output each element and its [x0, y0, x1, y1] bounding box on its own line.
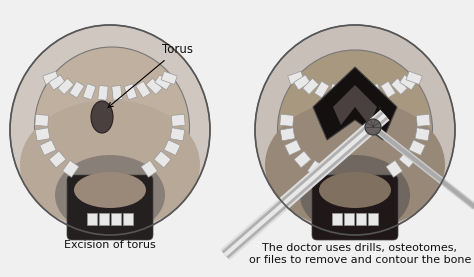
Polygon shape — [123, 213, 133, 225]
Ellipse shape — [55, 155, 165, 235]
Polygon shape — [409, 140, 425, 155]
Polygon shape — [154, 151, 171, 168]
Polygon shape — [161, 71, 177, 84]
Polygon shape — [381, 81, 396, 98]
Polygon shape — [314, 81, 329, 98]
Polygon shape — [303, 78, 319, 94]
Polygon shape — [406, 71, 422, 84]
Polygon shape — [69, 81, 84, 98]
FancyBboxPatch shape — [312, 175, 398, 240]
Text: The doctor uses drills, osteotomes,
or files to remove and contour the bone: The doctor uses drills, osteotomes, or f… — [249, 243, 471, 265]
Polygon shape — [111, 213, 121, 225]
Polygon shape — [357, 85, 367, 100]
Polygon shape — [294, 75, 310, 90]
Polygon shape — [87, 213, 97, 225]
Polygon shape — [49, 75, 65, 90]
Polygon shape — [63, 160, 79, 177]
Polygon shape — [40, 140, 56, 155]
Polygon shape — [280, 128, 295, 141]
Polygon shape — [343, 85, 353, 100]
Polygon shape — [164, 140, 180, 155]
Polygon shape — [141, 160, 157, 177]
Polygon shape — [308, 160, 324, 177]
Text: Torus: Torus — [108, 43, 193, 107]
Ellipse shape — [91, 101, 113, 133]
Polygon shape — [294, 151, 311, 168]
Ellipse shape — [319, 172, 391, 208]
Ellipse shape — [300, 155, 410, 235]
Polygon shape — [332, 213, 342, 225]
Polygon shape — [170, 128, 185, 141]
Polygon shape — [386, 160, 402, 177]
Polygon shape — [98, 85, 108, 100]
Ellipse shape — [365, 119, 381, 135]
Polygon shape — [124, 84, 137, 100]
Polygon shape — [155, 75, 171, 90]
Polygon shape — [328, 84, 341, 100]
Polygon shape — [416, 114, 430, 126]
Polygon shape — [99, 213, 109, 225]
Polygon shape — [344, 213, 354, 225]
Polygon shape — [288, 71, 304, 84]
Polygon shape — [112, 85, 122, 100]
Ellipse shape — [255, 25, 455, 235]
FancyBboxPatch shape — [67, 175, 153, 240]
Polygon shape — [280, 114, 294, 126]
Polygon shape — [43, 71, 59, 84]
Ellipse shape — [35, 47, 190, 207]
Polygon shape — [58, 78, 74, 94]
Polygon shape — [171, 114, 185, 126]
Polygon shape — [391, 78, 407, 94]
Ellipse shape — [10, 25, 210, 235]
Polygon shape — [49, 151, 66, 168]
Polygon shape — [35, 128, 50, 141]
Polygon shape — [146, 78, 162, 94]
Text: Excision of torus: Excision of torus — [64, 240, 156, 250]
Polygon shape — [83, 84, 96, 100]
Polygon shape — [400, 75, 416, 90]
Polygon shape — [356, 213, 366, 225]
Ellipse shape — [265, 100, 445, 230]
Polygon shape — [35, 114, 49, 126]
Ellipse shape — [74, 172, 146, 208]
Polygon shape — [368, 213, 378, 225]
Polygon shape — [415, 128, 430, 141]
Polygon shape — [313, 67, 397, 140]
Polygon shape — [285, 140, 301, 155]
Polygon shape — [399, 151, 416, 168]
Polygon shape — [369, 84, 382, 100]
Ellipse shape — [20, 100, 200, 230]
Polygon shape — [136, 81, 151, 98]
Ellipse shape — [277, 50, 432, 210]
Polygon shape — [333, 85, 377, 125]
